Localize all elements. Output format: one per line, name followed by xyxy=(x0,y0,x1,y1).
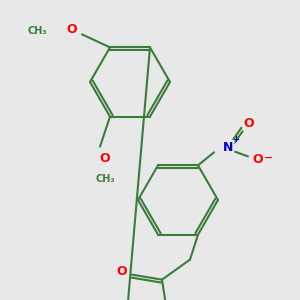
Text: CH₃: CH₃ xyxy=(95,174,115,184)
Text: −: − xyxy=(264,153,274,164)
Text: N: N xyxy=(223,141,233,154)
Text: O: O xyxy=(253,153,263,166)
Text: Methoxy: Methoxy xyxy=(39,34,45,35)
Text: O: O xyxy=(100,152,110,165)
Text: CH₃: CH₃ xyxy=(27,26,47,36)
Text: O: O xyxy=(244,117,254,130)
Text: O: O xyxy=(67,23,77,36)
Text: O: O xyxy=(117,265,127,278)
Text: +: + xyxy=(232,135,239,144)
